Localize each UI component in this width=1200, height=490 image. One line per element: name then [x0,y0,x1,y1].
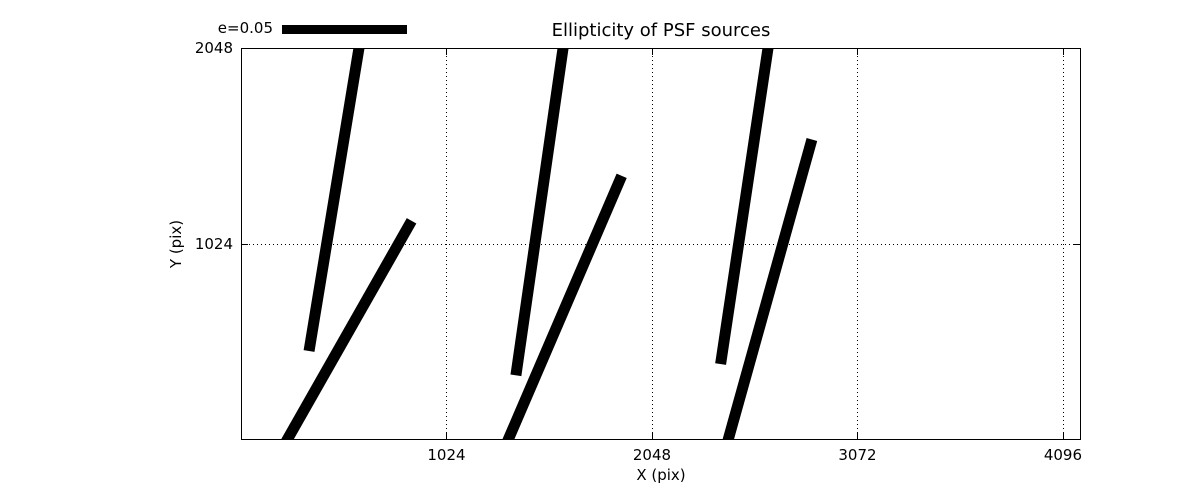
ellipticity-whisker [502,173,627,440]
x-axis-label: X (pix) [636,466,686,484]
y-tick-label: 2048 [194,39,233,57]
legend-line-swatch [282,25,407,34]
axes-spines [241,48,1081,440]
x-tick-label: 4096 [1043,446,1083,464]
ellipticity-whisker [303,48,365,352]
ellipticity-whisker [510,48,569,377]
plot-area [241,48,1081,440]
x-tick-label: 3072 [838,446,877,464]
legend: e=0.05 [120,19,420,39]
ellipticity-whisker [715,48,774,365]
chart-title: Ellipticity of PSF sources [551,20,771,41]
x-tick-label: 1024 [427,446,466,464]
ellipticity-whisker [722,138,818,440]
y-tick-label: 1024 [194,235,233,253]
x-tick-label: 2048 [632,446,672,464]
legend-label: e=0.05 [217,19,273,37]
ellipticity-whisker [280,218,417,440]
